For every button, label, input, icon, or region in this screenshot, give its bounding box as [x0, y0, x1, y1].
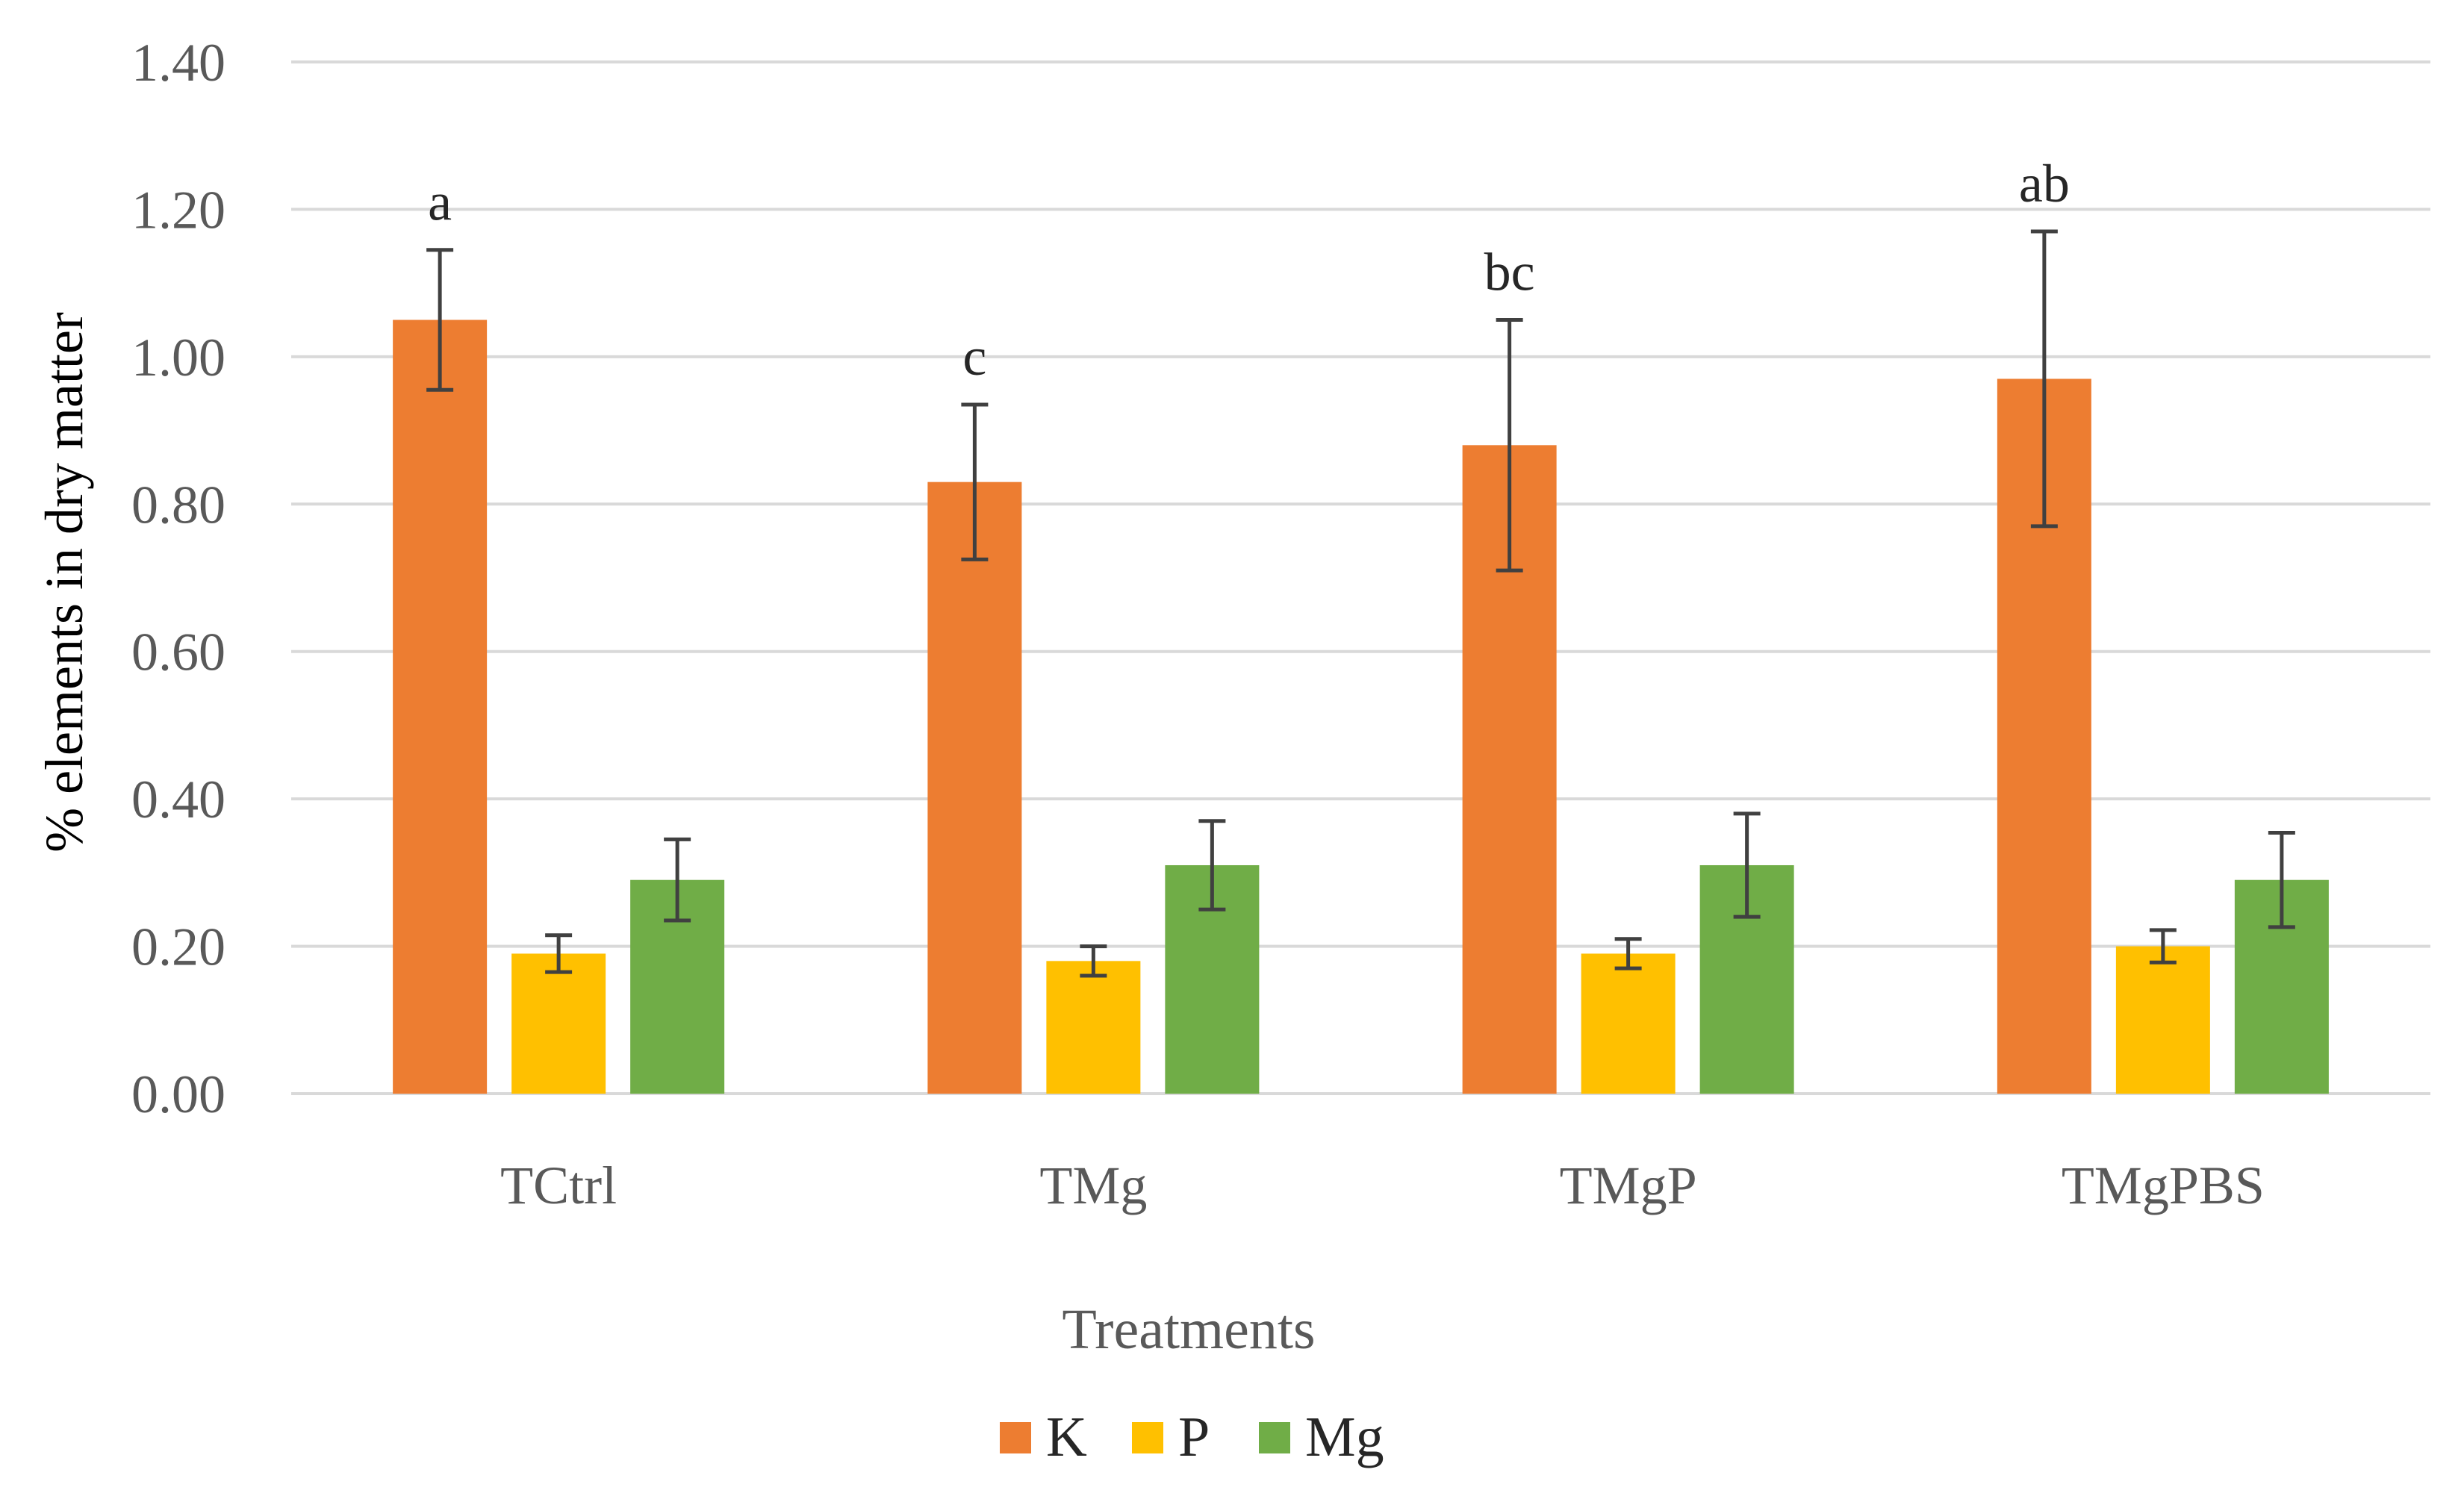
bar-p-tmgp: [1581, 953, 1676, 1094]
y-tick-label: 1.40: [131, 33, 225, 93]
x-tick-label-tctrl: TCtrl: [500, 1156, 617, 1215]
y-tick-label: 0.40: [131, 770, 225, 829]
y-tick-label: 0.60: [131, 623, 225, 682]
bar-p-tmg: [1046, 961, 1141, 1094]
x-axis-tick-labels: TCtrl TMg TMgP TMgPBS: [500, 1156, 2265, 1215]
y-tick-label: 1.00: [131, 328, 225, 387]
error-bars: [426, 229, 2295, 978]
legend-label-k: K: [1046, 1406, 1087, 1468]
y-tick-label: 0.20: [131, 917, 225, 977]
bar-p-tmgpbs: [2115, 946, 2210, 1094]
legend-swatch-p: [1132, 1422, 1163, 1453]
y-tick-label: 1.20: [131, 180, 225, 240]
bar-k-tmg: [927, 482, 1022, 1094]
significance-letter: ab: [2019, 154, 2070, 214]
gridlines: [291, 60, 2430, 1095]
legend-label-p: P: [1178, 1406, 1210, 1468]
legend-swatch-mg: [1259, 1422, 1290, 1453]
significance-letter: bc: [1484, 243, 1535, 302]
significance-letters: a c bc ab: [428, 154, 2070, 387]
x-axis-title: Treatments: [1062, 1298, 1315, 1361]
x-tick-label-tmgp: TMgP: [1560, 1156, 1697, 1215]
legend: K P Mg: [1000, 1406, 1384, 1468]
y-axis-tick-labels: 0.00 0.20 0.40 0.60 0.80 1.00 1.20 1.40: [131, 33, 225, 1124]
significance-letter: a: [428, 172, 452, 232]
y-tick-label: 0.80: [131, 475, 225, 535]
y-axis-title: % elements in dry matter: [34, 312, 94, 853]
bar-k-tctrl: [393, 320, 488, 1094]
x-tick-label-tmgpbs: TMgPBS: [2062, 1156, 2265, 1215]
legend-label-mg: Mg: [1305, 1406, 1384, 1468]
legend-swatch-k: [1000, 1422, 1031, 1453]
significance-letter: c: [962, 327, 986, 387]
y-tick-label: 0.00: [131, 1065, 225, 1124]
bars: [393, 320, 2329, 1094]
x-tick-label-tmg: TMg: [1039, 1156, 1147, 1215]
bar-p-tctrl: [511, 953, 606, 1094]
